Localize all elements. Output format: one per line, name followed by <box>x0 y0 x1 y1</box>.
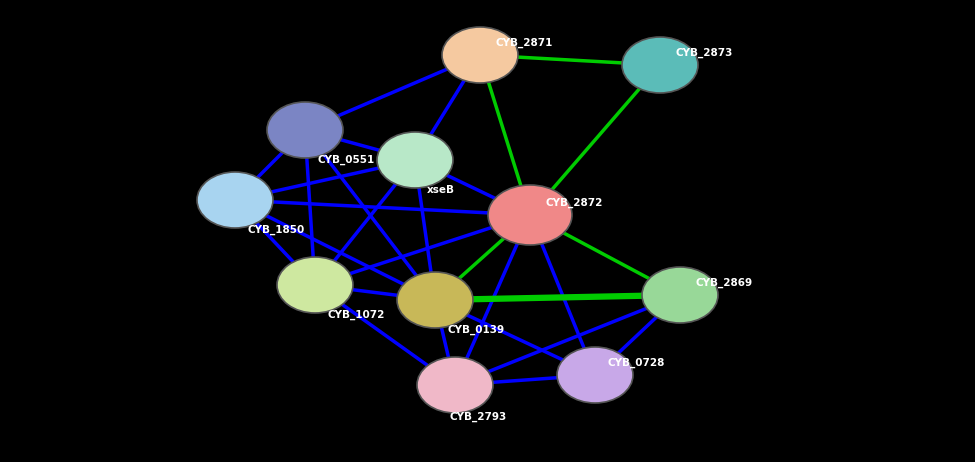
Ellipse shape <box>277 257 353 313</box>
Ellipse shape <box>417 357 493 413</box>
Ellipse shape <box>488 185 572 245</box>
Ellipse shape <box>377 132 453 188</box>
Ellipse shape <box>557 347 633 403</box>
Text: CYB_1850: CYB_1850 <box>247 225 304 235</box>
Ellipse shape <box>642 267 718 323</box>
Ellipse shape <box>267 102 343 158</box>
Ellipse shape <box>197 172 273 228</box>
Text: CYB_2873: CYB_2873 <box>675 48 732 58</box>
Text: CYB_2872: CYB_2872 <box>545 198 603 208</box>
Text: CYB_0551: CYB_0551 <box>317 155 374 165</box>
Text: CYB_2793: CYB_2793 <box>450 412 507 422</box>
Text: CYB_2871: CYB_2871 <box>495 38 553 48</box>
Text: CYB_2869: CYB_2869 <box>695 278 752 288</box>
Ellipse shape <box>442 27 518 83</box>
Text: CYB_1072: CYB_1072 <box>327 310 384 320</box>
Ellipse shape <box>622 37 698 93</box>
Text: CYB_0728: CYB_0728 <box>607 358 664 368</box>
Text: CYB_0139: CYB_0139 <box>447 325 504 335</box>
Ellipse shape <box>397 272 473 328</box>
Text: xseB: xseB <box>427 185 455 195</box>
